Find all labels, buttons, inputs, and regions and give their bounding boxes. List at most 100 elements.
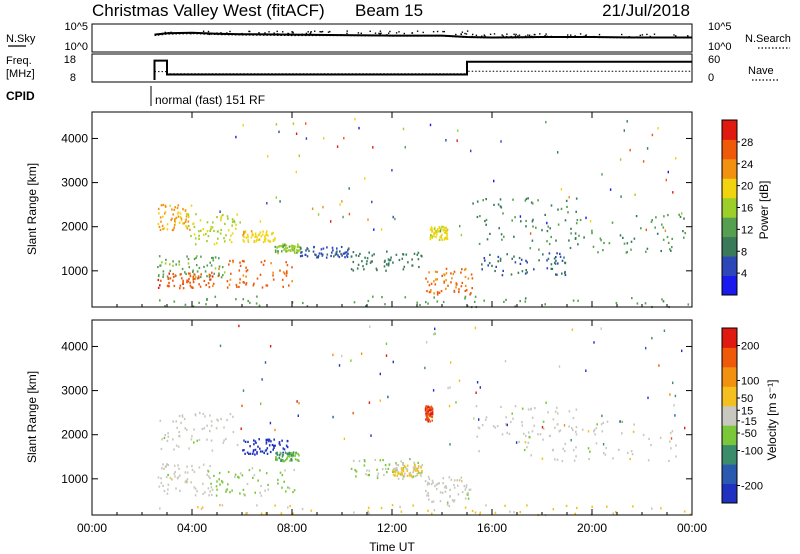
- range-time-cell: [291, 459, 293, 462]
- range-time-cell: [477, 426, 480, 429]
- range-time-cell: [669, 432, 672, 435]
- range-time-cell: [397, 477, 400, 480]
- range-time-cell: [213, 272, 215, 275]
- range-time-cell: [474, 295, 477, 298]
- range-time-cell: [211, 226, 214, 229]
- range-time-cell: [662, 300, 665, 303]
- range-time-cell: [544, 303, 546, 306]
- range-time-cell: [599, 237, 602, 240]
- range-time-cell: [453, 270, 456, 273]
- range-time-cell: [266, 284, 269, 287]
- range-time-cell: [212, 282, 215, 285]
- range-time-cell: [257, 238, 260, 241]
- nave-tick-bottom: 0: [708, 72, 714, 84]
- range-time-cell: [283, 272, 286, 275]
- range-time-cell: [198, 466, 201, 469]
- range-time-cell: [198, 301, 200, 304]
- range-time-cell: [427, 492, 429, 495]
- range-time-cell: [565, 199, 568, 202]
- scatter-cell: [447, 386, 449, 390]
- range-time-cell: [479, 511, 482, 514]
- range-time-cell: [291, 266, 293, 269]
- range-time-cell: [441, 238, 443, 242]
- noise-point: [422, 31, 424, 34]
- range-time-cell: [468, 488, 471, 491]
- range-time-cell: [239, 261, 241, 264]
- noise-point: [307, 31, 309, 33]
- range-time-cell: [410, 474, 413, 477]
- range-time-cell: [213, 229, 215, 232]
- scatter-cell: [619, 420, 621, 423]
- range-time-cell: [163, 436, 166, 440]
- range-time-cell: [244, 452, 246, 455]
- range-time-cell: [193, 428, 195, 431]
- range-time-cell: [254, 232, 257, 235]
- range-time-cell: [226, 286, 229, 289]
- noise-point: [389, 30, 391, 33]
- range-time-cell: [500, 233, 503, 236]
- scatter-cell: [645, 228, 647, 232]
- range-time-cell: [210, 264, 213, 267]
- range-time-cell: [259, 273, 262, 276]
- range-time-cell: [293, 249, 296, 252]
- range-time-cell: [265, 472, 268, 475]
- range-time-cell: [290, 454, 293, 457]
- range-time-cell: [392, 261, 394, 264]
- scatter-cell: [459, 224, 461, 228]
- scatter-cell: [354, 117, 356, 121]
- range-time-cell: [198, 266, 201, 270]
- range-time-cell: [279, 443, 281, 446]
- range-time-cell: [499, 259, 502, 262]
- y-tick-label: 4000: [61, 339, 88, 353]
- nsky-tick-top: 10^5: [64, 21, 88, 33]
- range-time-cell: [292, 491, 294, 494]
- range-time-cell: [218, 272, 220, 275]
- range-time-cell: [254, 440, 257, 443]
- range-time-cell: [215, 427, 218, 430]
- range-time-cell: [546, 240, 548, 243]
- range-time-cell: [192, 222, 195, 225]
- range-time-cell: [276, 458, 278, 461]
- range-time-cell: [245, 236, 248, 239]
- range-time-cell: [267, 239, 270, 242]
- range-time-cell: [425, 418, 427, 421]
- range-time-cell: [200, 229, 202, 232]
- range-time-cell: [186, 279, 188, 282]
- range-time-cell: [648, 437, 650, 440]
- scatter-cell: [261, 378, 263, 381]
- range-time-cell: [429, 236, 432, 239]
- range-time-cell: [352, 269, 355, 272]
- range-time-cell: [215, 485, 218, 488]
- range-time-cell: [363, 268, 365, 271]
- scatter-cell: [623, 129, 625, 132]
- range-time-cell: [436, 278, 439, 281]
- range-time-cell: [575, 222, 578, 225]
- range-time-cell: [217, 237, 219, 240]
- x-axis-title: Time UT: [369, 540, 415, 554]
- range-time-cell: [381, 296, 383, 299]
- range-time-cell: [209, 465, 211, 468]
- scatter-cell: [458, 379, 461, 382]
- range-time-cell: [313, 246, 315, 249]
- range-time-cell: [426, 494, 428, 497]
- range-time-cell: [445, 237, 447, 240]
- range-time-cell: [245, 275, 247, 278]
- range-time-cell: [393, 467, 395, 470]
- noise-series: [154, 30, 692, 39]
- range-time-cell: [270, 233, 273, 236]
- range-time-cell: [560, 207, 563, 210]
- range-time-cell: [513, 255, 515, 258]
- range-time-cell: [179, 287, 181, 290]
- range-time-cell: [433, 228, 436, 231]
- scatter-cell: [392, 215, 394, 219]
- range-time-cell: [404, 472, 406, 475]
- range-time-cell: [449, 488, 451, 491]
- range-time-cell: [195, 264, 198, 267]
- scatter-cell: [457, 129, 459, 132]
- range-time-cell: [202, 412, 205, 415]
- range-time-cell: [644, 302, 647, 305]
- range-time-cell: [431, 406, 433, 410]
- range-time-cell: [273, 238, 276, 241]
- range-time-cell: [418, 471, 420, 474]
